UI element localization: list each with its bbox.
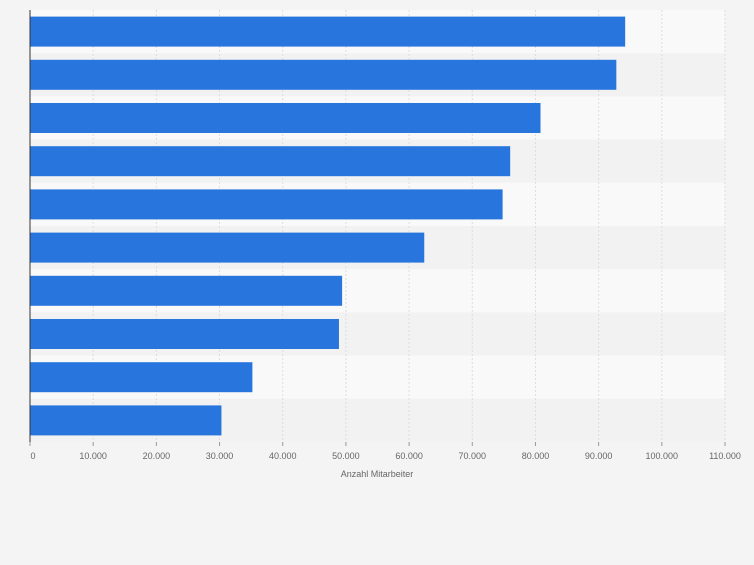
bars [30, 16, 626, 436]
bar[interactable] [30, 189, 503, 220]
x-tick-label: 20.000 [143, 451, 171, 461]
bar[interactable] [30, 59, 617, 90]
x-tick-labels: 0 10.000 20.000 30.000 40.000 50.000 60.000 70.… [29, 442, 741, 461]
bar[interactable] [30, 362, 253, 393]
bar[interactable] [30, 275, 343, 306]
bar[interactable] [30, 146, 511, 177]
x-tick-label: 30.000 [206, 451, 234, 461]
x-tick-label: 10.000 [79, 451, 107, 461]
x-tick-label: 110.000 [709, 451, 741, 461]
x-tick-label: 100.000 [646, 451, 679, 461]
bar[interactable] [30, 405, 222, 436]
bar[interactable] [30, 319, 339, 349]
x-tick-label: 50.000 [332, 451, 360, 461]
x-tick-label: 60.000 [395, 451, 423, 461]
x-tick-label: 90.000 [585, 451, 613, 461]
x-tick-label: 80.000 [522, 451, 550, 461]
bar[interactable] [30, 16, 626, 47]
bar[interactable] [30, 232, 425, 263]
x-tick-label: 0 [30, 451, 35, 461]
bar[interactable] [30, 103, 541, 133]
x-axis-label: Anzahl Mitarbeiter [341, 469, 414, 479]
x-tick-label: 70.000 [459, 451, 487, 461]
x-tick-label: 40.000 [269, 451, 297, 461]
